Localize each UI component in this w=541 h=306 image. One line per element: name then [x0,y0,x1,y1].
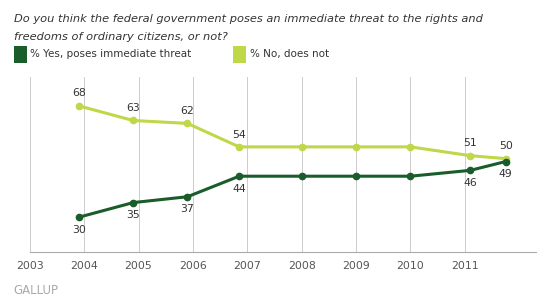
Text: GALLUP: GALLUP [14,284,58,297]
Text: 63: 63 [126,103,140,113]
Text: 62: 62 [181,106,194,116]
Text: % Yes, poses immediate threat: % Yes, poses immediate threat [30,50,192,59]
Text: % No, does not: % No, does not [250,50,329,59]
Text: 54: 54 [232,129,246,140]
Text: 68: 68 [72,88,85,99]
Text: 37: 37 [181,204,194,214]
Text: 50: 50 [499,141,513,151]
Text: Do you think the federal government poses an immediate threat to the rights and: Do you think the federal government pose… [14,14,483,24]
Text: freedoms of ordinary citizens, or not?: freedoms of ordinary citizens, or not? [14,32,227,42]
Text: 51: 51 [464,138,477,148]
Text: 46: 46 [464,178,477,188]
Text: 30: 30 [72,225,85,235]
Text: 44: 44 [232,184,246,193]
Text: 35: 35 [126,210,140,220]
Text: 49: 49 [499,169,512,179]
